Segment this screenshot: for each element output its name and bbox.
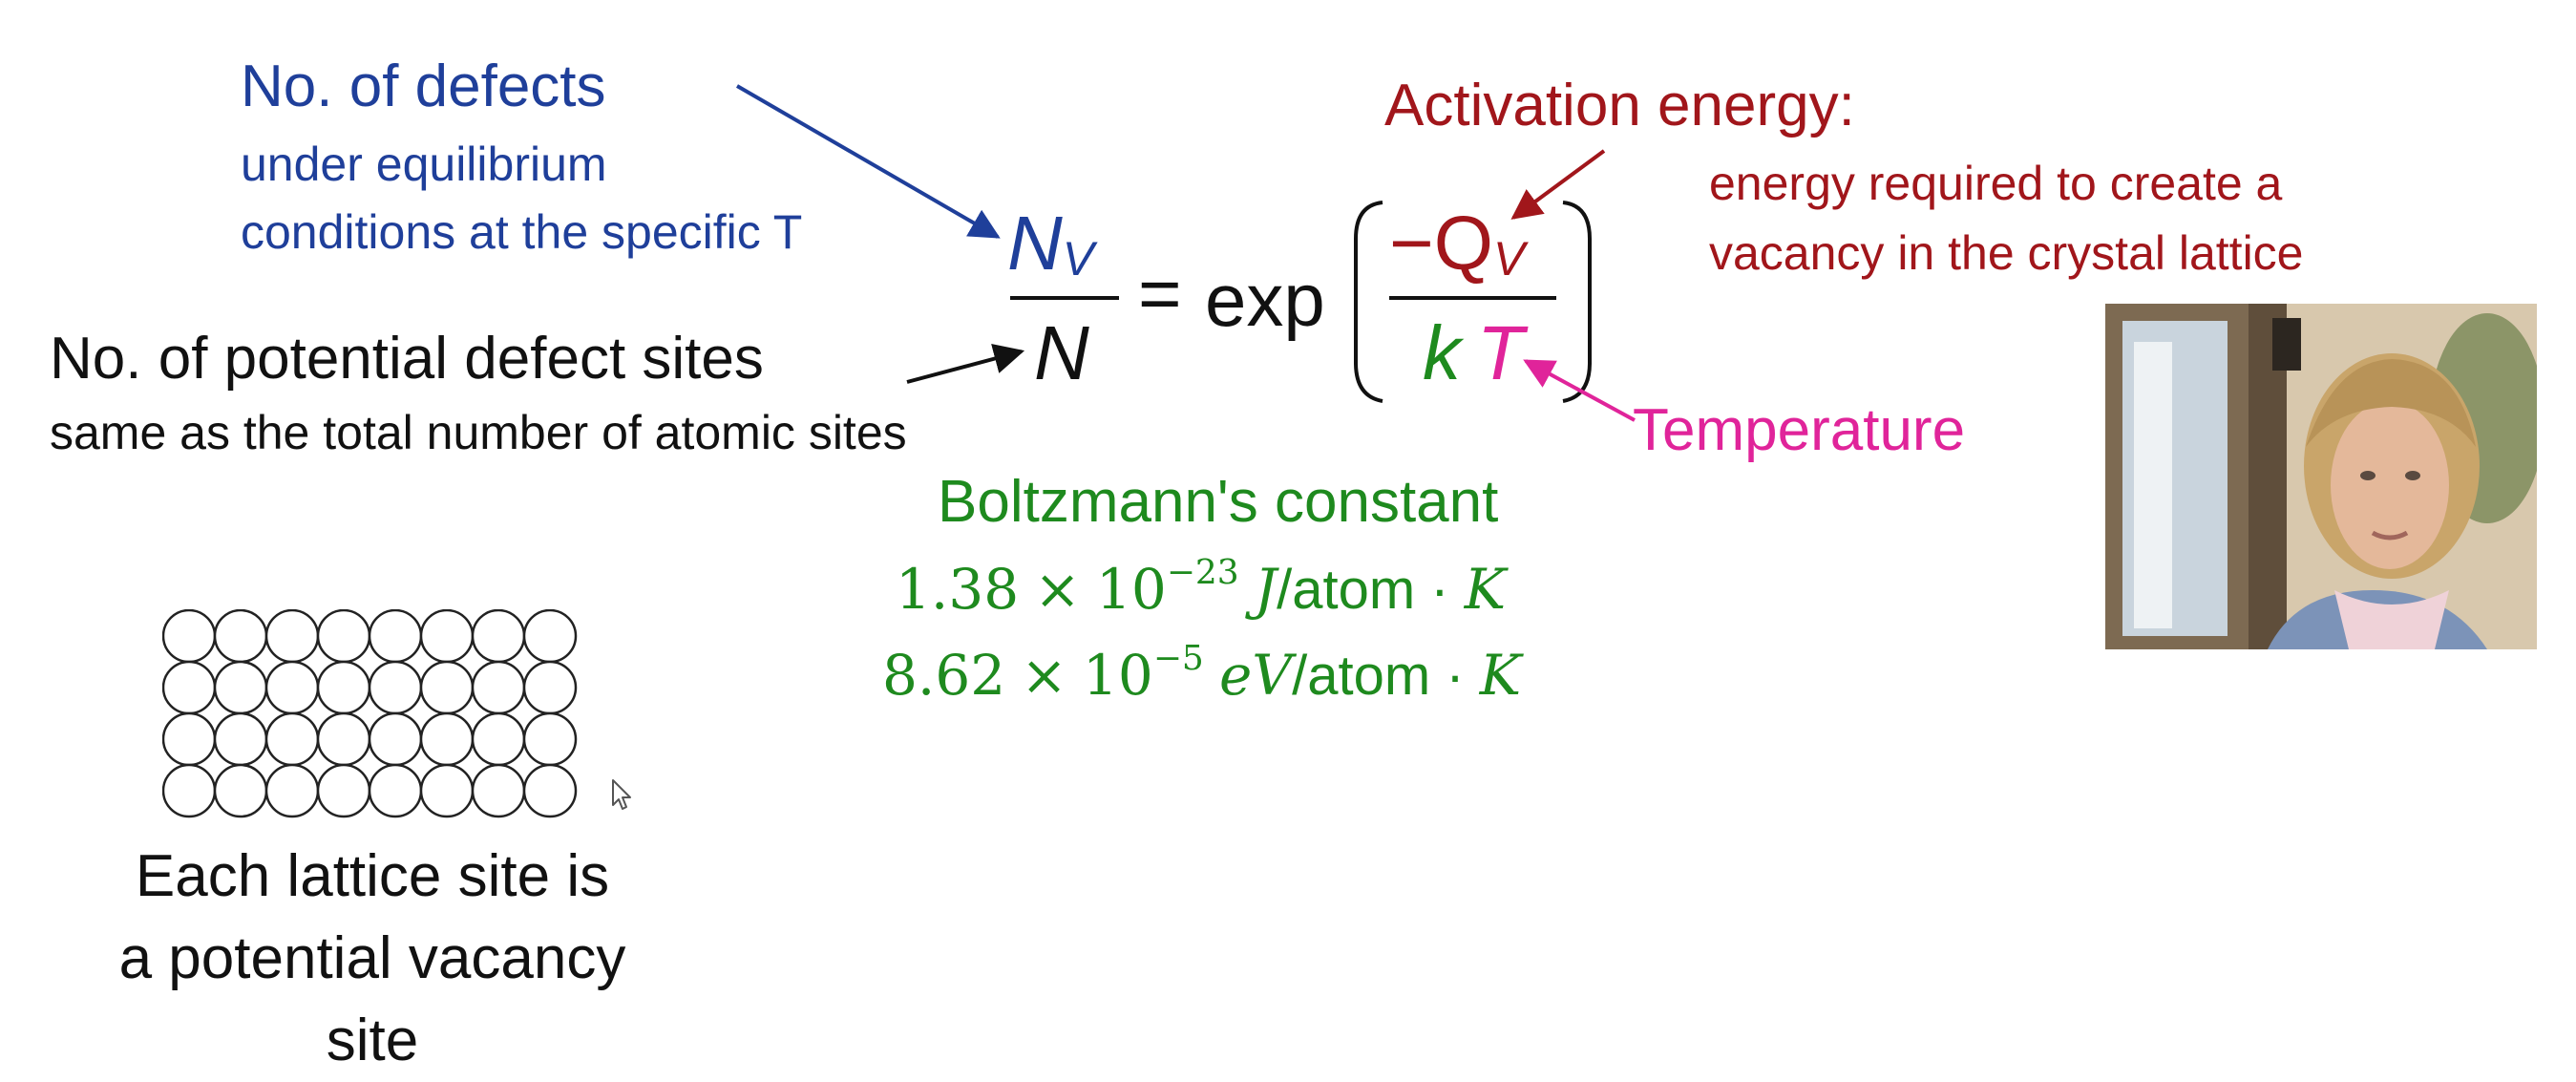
- activation-energy-sublabel-1: energy required to create a: [1709, 157, 2283, 210]
- sites-arrow: [906, 343, 1025, 384]
- k1-base: 10: [1096, 557, 1167, 622]
- lattice-atom: [162, 711, 217, 767]
- defects-arrow: [735, 84, 1001, 239]
- lattice-atom: [471, 660, 526, 715]
- lattice-atom: [316, 763, 371, 818]
- sites-sublabel: same as the total number of atomic sites: [50, 406, 907, 459]
- lattice-atom: [522, 609, 578, 664]
- lattice-atom: [162, 763, 217, 818]
- lattice-atom: [522, 763, 578, 818]
- k2-times: ×: [1021, 643, 1067, 708]
- equation-n: N: [1034, 310, 1089, 395]
- lattice-atom: [316, 609, 371, 664]
- left-parenthesis: [1354, 201, 1383, 403]
- lattice-atom: [522, 660, 578, 715]
- lattice-atom: [264, 711, 320, 767]
- k1-unit-k: K: [1464, 557, 1507, 622]
- mouse-cursor-icon: [612, 779, 631, 810]
- lattice-atom: [316, 711, 371, 767]
- boltzmann-value-joule: 1.38 × 10−23 J/atom · K: [896, 556, 1506, 621]
- lattice-atom: [419, 660, 475, 715]
- equation-t: T: [1477, 310, 1524, 395]
- k2-exponent: −5: [1152, 639, 1204, 679]
- lattice-atom: [471, 609, 526, 664]
- k2-unit: eV: [1218, 643, 1293, 708]
- lattice-atom: [419, 711, 475, 767]
- speaker-person-icon: [2105, 304, 2537, 649]
- defects-sublabel-2: conditions at the specific T: [241, 205, 803, 259]
- lattice-atom: [316, 660, 371, 715]
- k2-unit-rest: /atom ·: [1292, 645, 1480, 707]
- lattice-atom: [264, 660, 320, 715]
- lattice-atom: [264, 609, 320, 664]
- lattice-atom: [419, 763, 475, 818]
- equation-minus-qv: −QV: [1389, 201, 1526, 286]
- lattice-atom: [471, 763, 526, 818]
- k1-exponent: −23: [1166, 553, 1239, 593]
- boltzmann-value-ev: 8.62 × 10−5 eV/atom · K: [882, 642, 1521, 707]
- k1-times: ×: [1034, 557, 1081, 622]
- lattice-atom: [368, 711, 423, 767]
- defects-sublabel-1: under equilibrium: [241, 138, 607, 191]
- lattice-atom: [213, 763, 268, 818]
- lattice-atom: [368, 660, 423, 715]
- k1-unit-rest: /atom ·: [1277, 559, 1465, 621]
- lattice-diagram: [162, 609, 578, 818]
- lattice-atom: [419, 609, 475, 664]
- equation-exp: exp: [1205, 258, 1325, 342]
- defects-label: No. of defects: [241, 53, 606, 119]
- boltzmann-label: Boltzmann's constant: [938, 469, 1499, 535]
- temperature-arrow: [1523, 359, 1636, 422]
- k2-unit-k: K: [1479, 643, 1522, 708]
- k1-unit: J: [1254, 557, 1277, 622]
- k2-mantissa: 8.62: [882, 643, 1006, 708]
- right-parenthesis: [1562, 201, 1592, 403]
- activation-arrow: [1510, 149, 1606, 220]
- sites-label: No. of potential defect sites: [50, 326, 764, 392]
- lattice-atom: [471, 711, 526, 767]
- lattice-atom: [213, 711, 268, 767]
- lattice-atom: [213, 609, 268, 664]
- activation-energy-label: Activation energy:: [1384, 73, 1855, 138]
- lattice-atom: [368, 609, 423, 664]
- lattice-atom: [368, 763, 423, 818]
- speaker-video: [2105, 304, 2537, 649]
- activation-energy-sublabel-2: vacancy in the crystal lattice: [1709, 226, 2304, 280]
- lattice-atom: [264, 763, 320, 818]
- temperature-label: Temperature: [1633, 397, 1966, 463]
- equation-k: k: [1423, 310, 1461, 395]
- lattice-atom: [213, 660, 268, 715]
- lattice-caption: Each lattice site is a potential vacancy…: [118, 843, 626, 1073]
- lattice-atom: [522, 711, 578, 767]
- equation-equals: =: [1138, 251, 1182, 335]
- equation-nv: NV: [1007, 201, 1094, 286]
- lattice-atom: [162, 609, 217, 664]
- lattice-atom: [162, 660, 217, 715]
- k1-mantissa: 1.38: [896, 557, 1020, 622]
- k2-base: 10: [1083, 643, 1153, 708]
